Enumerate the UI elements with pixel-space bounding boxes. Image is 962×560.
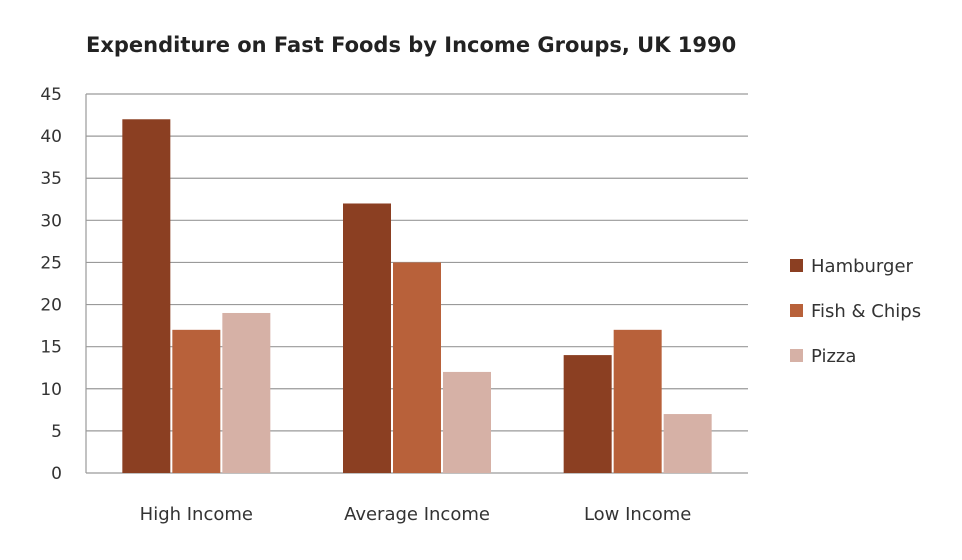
x-category-label: High Income — [140, 504, 253, 525]
y-tick-label: 25 — [40, 253, 62, 273]
chart-title: Expenditure on Fast Foods by Income Grou… — [86, 33, 736, 57]
legend-label: Pizza — [811, 346, 856, 367]
legend-swatch — [790, 259, 803, 272]
legend-swatch — [790, 349, 803, 362]
bar-hamburger-average-income — [343, 203, 391, 473]
y-axis-ticks: 0 5 10 15 20 25 30 35 40 45 — [40, 85, 62, 484]
x-category-label: Average Income — [344, 504, 490, 525]
legend-label: Hamburger — [811, 256, 914, 277]
x-category-label: Low Income — [584, 504, 691, 525]
bar-pizza-high-income — [222, 312, 271, 473]
y-tick-label: 0 — [51, 464, 62, 484]
y-tick-label: 45 — [40, 85, 62, 105]
y-tick-label: 35 — [40, 169, 62, 189]
bar-pizza-low-income — [663, 414, 712, 473]
legend-label: Fish & Chips — [811, 301, 921, 322]
y-tick-label: 5 — [51, 422, 62, 442]
bar-hamburger-high-income — [122, 119, 171, 474]
y-tick-label: 15 — [40, 338, 62, 358]
bars — [122, 119, 712, 474]
bar-pizza-average-income — [443, 371, 491, 473]
legend-swatch — [790, 304, 803, 317]
bar-fish-chips-low-income — [613, 329, 662, 473]
y-tick-label: 40 — [40, 127, 62, 147]
y-tick-label: 20 — [40, 296, 62, 316]
bar-fish-chips-average-income — [393, 262, 441, 473]
bar-hamburger-low-income — [563, 355, 612, 473]
legend: Hamburger Fish & Chips Pizza — [790, 256, 921, 367]
x-axis-labels: High Income Average Income Low Income — [140, 504, 692, 525]
bar-fish-chips-high-income — [172, 329, 221, 473]
y-tick-label: 30 — [40, 211, 62, 231]
y-tick-label: 10 — [40, 380, 62, 400]
